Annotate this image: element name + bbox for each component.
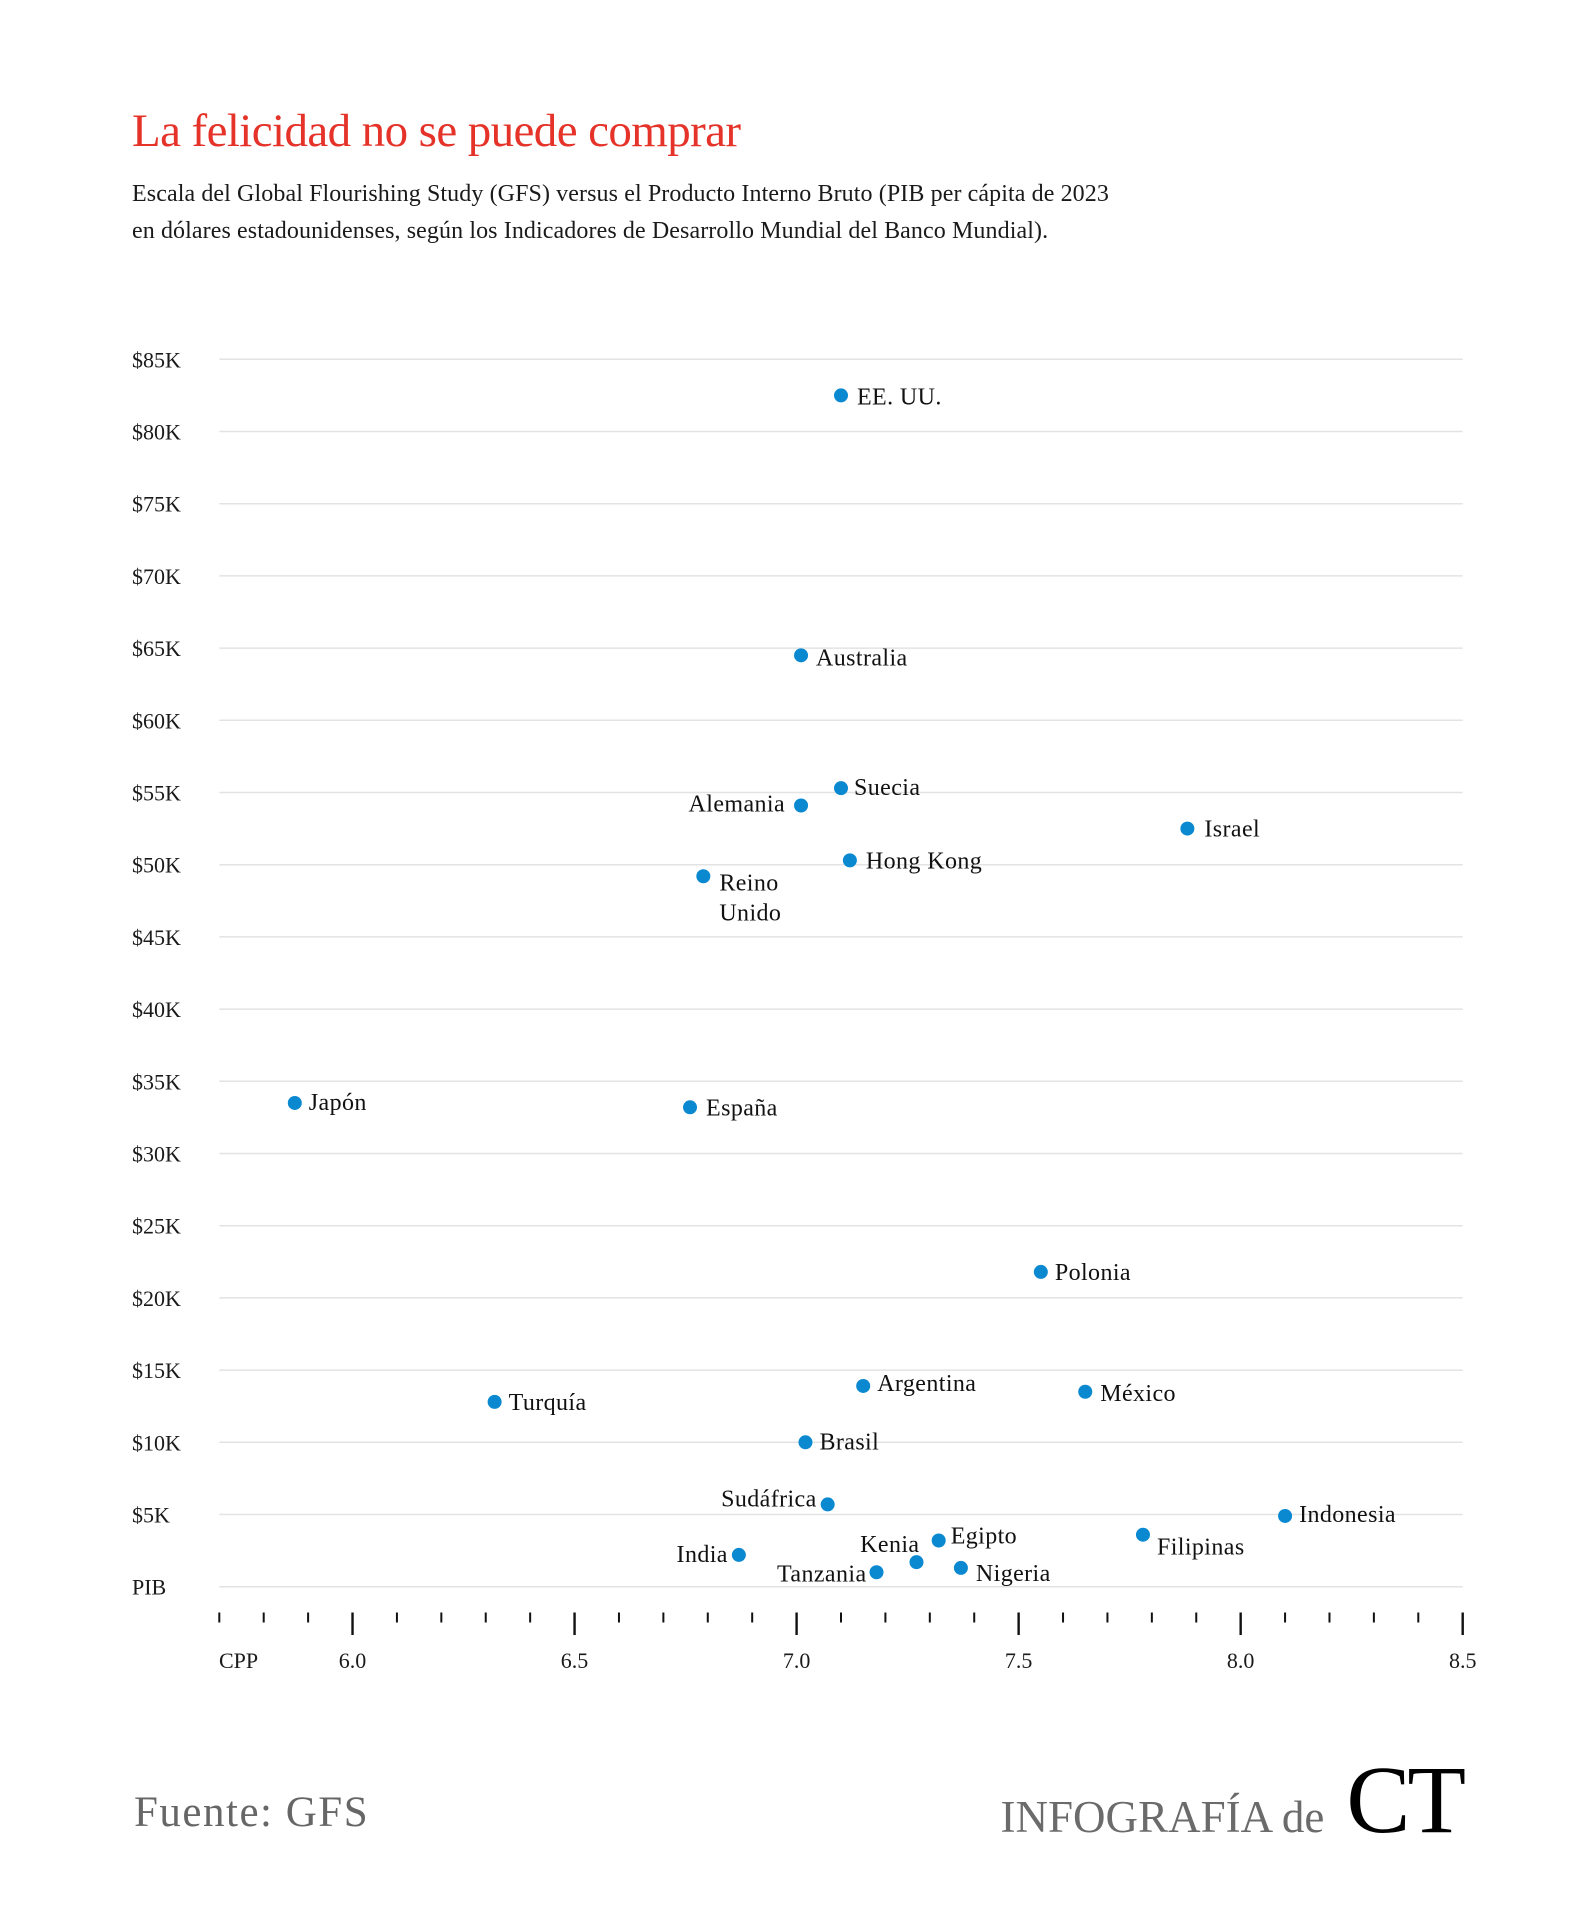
y-tick-label: $75K (132, 492, 181, 517)
credit: INFOGRAFÍA de CT (1000, 1746, 1466, 1853)
x-tick-label: 8.0 (1227, 1648, 1255, 1673)
point-label: España (706, 1095, 778, 1121)
point-label: EE. UU. (857, 384, 942, 410)
x-tick-label: 6.0 (339, 1648, 367, 1673)
data-point (909, 1555, 924, 1570)
point-label: Filipinas (1157, 1535, 1245, 1561)
y-tick-label: $30K (132, 1142, 181, 1167)
y-tick-label: $50K (132, 853, 181, 878)
subtitle-line-2: en dólares estadounidenses, según los In… (132, 218, 1049, 244)
point-label: Japón (309, 1090, 367, 1116)
point-label: Indonesia (1299, 1502, 1396, 1528)
data-point (683, 1100, 698, 1115)
y-tick-label: PIB (132, 1575, 166, 1600)
point-label: Polonia (1055, 1260, 1131, 1286)
point-label: Nigeria (976, 1561, 1051, 1587)
point-label: Sudáfrica (721, 1486, 817, 1512)
data-point (794, 798, 809, 813)
y-axis: PIB $5K $10K $15K $20K $25K $30K $35K $40K $45K $5… (132, 347, 181, 1599)
chart-subtitle: Escala del Global Flourishing Study (GFS… (132, 176, 1332, 250)
point-label: Suecia (854, 775, 920, 801)
point-label: Alemania (689, 791, 786, 817)
y-tick-label: $80K (132, 420, 181, 445)
data-points (287, 388, 1293, 1580)
data-point (487, 1394, 502, 1409)
data-point (820, 1497, 835, 1512)
point-label: Israel (1204, 817, 1260, 843)
data-labels: EE. UU. Australia Suecia Alemania Israel Hong… (309, 384, 1396, 1587)
point-label: Turquía (509, 1390, 587, 1416)
point-label: Australia (816, 645, 908, 671)
data-point (931, 1533, 946, 1548)
y-tick-label: $35K (132, 1069, 181, 1094)
credit-text: INFOGRAFÍA de (1000, 1792, 1325, 1842)
y-tick-label: $10K (132, 1430, 181, 1455)
x-tick-label: 7.0 (783, 1648, 811, 1673)
point-label: Tanzania (777, 1561, 866, 1587)
data-point (1033, 1264, 1048, 1279)
y-tick-label: $45K (132, 925, 181, 950)
point-label: Kenia (860, 1532, 919, 1558)
y-tick-label: $5K (132, 1503, 170, 1528)
gridlines (219, 358, 1463, 1588)
ct-logo: CT (1346, 1746, 1466, 1853)
data-point (1180, 821, 1195, 836)
data-point (834, 388, 848, 403)
data-point (869, 1565, 884, 1580)
point-label: Argentina (877, 1371, 976, 1397)
y-tick-label: $40K (132, 997, 181, 1022)
data-point (1135, 1527, 1150, 1542)
subtitle-line-1: Escala del Global Flourishing Study (GFS… (132, 181, 1109, 207)
y-tick-label: $25K (132, 1214, 181, 1239)
y-tick-label: $85K (132, 347, 181, 372)
y-tick-label: $60K (132, 708, 181, 733)
point-label-line: Unido (719, 900, 781, 926)
point-label: Hong Kong (866, 848, 982, 874)
y-tick-label: $55K (132, 781, 181, 806)
x-tick-label: 7.5 (1005, 1648, 1033, 1673)
y-tick-label: $20K (132, 1286, 181, 1311)
data-point (287, 1095, 302, 1110)
data-point (731, 1547, 746, 1562)
data-point (953, 1560, 968, 1575)
x-axis-label: CPP (219, 1648, 258, 1673)
point-label: India (677, 1542, 728, 1568)
data-point (696, 869, 711, 884)
x-tick-label: 6.5 (561, 1648, 589, 1673)
source-note: Fuente: GFS (134, 1789, 370, 1836)
point-label: Brasil (819, 1429, 879, 1455)
chart-title: La felicidad no se puede comprar (132, 105, 741, 157)
point-label: México (1100, 1381, 1176, 1407)
x-axis: 6.0 6.5 7.0 7.5 8.0 8.5 CPP (218, 1612, 1477, 1673)
y-tick-label: $70K (132, 564, 181, 589)
data-point (842, 853, 857, 868)
point-label: Egipto (951, 1523, 1017, 1549)
data-point (834, 781, 848, 796)
data-point (856, 1378, 871, 1393)
data-point (798, 1435, 813, 1450)
point-label-line: Reino (719, 870, 778, 896)
data-point (794, 648, 809, 663)
data-point (1078, 1384, 1093, 1399)
x-tick-label: 8.5 (1449, 1648, 1477, 1673)
y-tick-label: $65K (132, 636, 181, 661)
y-tick-label: $15K (132, 1358, 181, 1383)
point-label: Reino Unido (719, 870, 781, 926)
data-point (1278, 1508, 1293, 1523)
